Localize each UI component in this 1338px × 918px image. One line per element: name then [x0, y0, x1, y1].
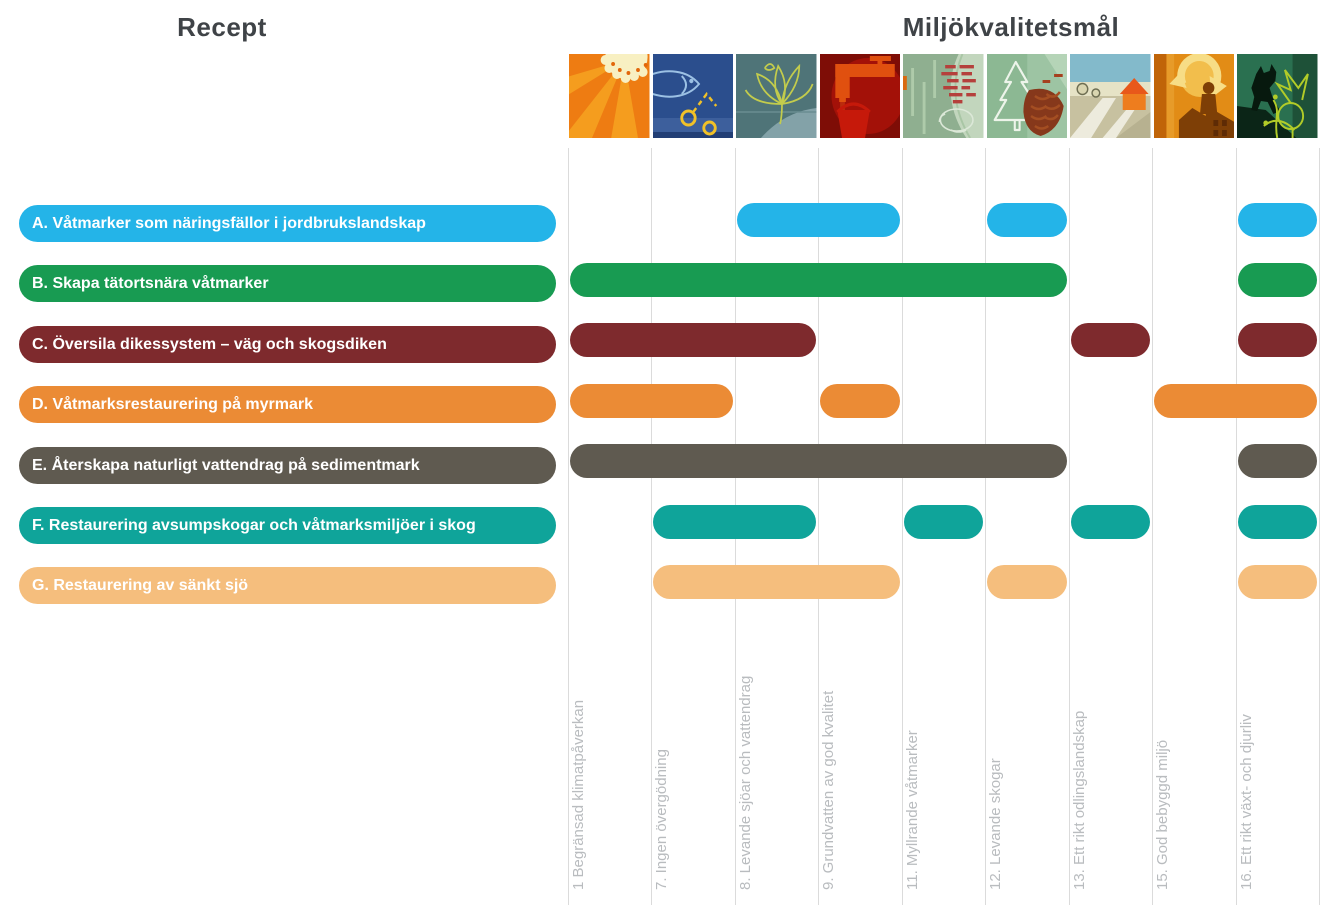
- wetland-reeds-icon: [903, 54, 984, 138]
- matrix-bar-c: [1070, 323, 1150, 358]
- forest-pinecone-icon: [986, 54, 1067, 138]
- matrix-bar-d: [820, 383, 900, 418]
- matrix-bar-d: [1154, 383, 1317, 418]
- matrix-bar-g: [653, 564, 900, 599]
- grid-line: [1235, 148, 1237, 905]
- grid-line: [818, 148, 819, 905]
- matrix-bar-d: [569, 383, 733, 418]
- sun-climate-icon: [569, 54, 650, 138]
- matrix-bar-f: [653, 504, 816, 539]
- tap-groundwater-icon: [819, 54, 900, 138]
- goals-title: Miljökvalitetsmål: [902, 12, 1120, 42]
- goal-column-label: 7. Ingen övergödning: [653, 749, 670, 890]
- farmland-icon: [1070, 54, 1151, 138]
- goal-column-label: 16. Ett rikt växt- och djurliv: [1237, 714, 1255, 890]
- recipe-pill-c: C. Översila dikessystem – väg och skogsd…: [19, 325, 556, 363]
- grid-line: [1319, 148, 1320, 905]
- matrix-bar-g: [987, 564, 1067, 599]
- matrix-bar-f: [1070, 504, 1150, 539]
- grid-line: [985, 148, 986, 905]
- matrix-bar-a: [1237, 202, 1317, 237]
- matrix-bar-c: [1237, 323, 1317, 358]
- matrix-bar-a: [987, 202, 1067, 237]
- waterlily-lakes-icon: [736, 54, 817, 138]
- matrix-bar-e: [569, 444, 1067, 479]
- matrix-bar-a: [736, 202, 900, 237]
- recipe-pill-g: G. Restaurering av sänkt sjö: [19, 567, 556, 605]
- fish-eutrophication-icon: [652, 54, 733, 138]
- recipe-pill-a: A. Våtmarker som näringsfällor i jordbru…: [19, 205, 556, 242]
- grid-line: [567, 148, 569, 905]
- goal-column-label: 11. Myllrande våtmarker: [903, 730, 921, 890]
- matrix-bar-f: [1237, 504, 1317, 539]
- goal-column-label: 12. Levande skogar: [987, 758, 1004, 890]
- matrix-bar-b: [1237, 262, 1317, 297]
- grid-line: [1068, 148, 1070, 905]
- goal-column-label: 1 Begränsad klimatpåverkan: [569, 699, 587, 890]
- built-environment-icon: [1153, 54, 1234, 138]
- grid-line: [651, 148, 652, 905]
- grid-line: [1152, 148, 1153, 905]
- grid-line: [901, 148, 903, 905]
- goal-column-label: 13. Ett rikt odlingslandskap: [1070, 710, 1088, 890]
- goal-column-label: 9. Grundvatten av god kvalitet: [820, 690, 837, 890]
- recipe-pill-b: B. Skapa tätortsnära våtmarker: [19, 265, 556, 303]
- matrix-bar-e: [1237, 444, 1317, 479]
- wildlife-icon: [1237, 54, 1318, 138]
- recipe-pill-f: F. Restaurering avsumpskogar och våtmark…: [19, 507, 556, 544]
- goal-column-label: 15. God bebyggd miljö: [1154, 739, 1171, 890]
- recipes-title: Recept: [177, 12, 267, 42]
- matrix-bar-c: [569, 323, 816, 358]
- recipe-pill-e: E. Återskapa naturligt vattendrag på sed…: [19, 446, 556, 484]
- goal-column-label: 8. Levande sjöar och vattendrag: [736, 675, 754, 890]
- matrix-bar-f: [903, 504, 983, 539]
- matrix-bar-g: [1237, 564, 1317, 599]
- recipe-pill-d: D. Våtmarksrestaurering på myrmark: [19, 386, 556, 424]
- matrix-bar-b: [569, 262, 1067, 297]
